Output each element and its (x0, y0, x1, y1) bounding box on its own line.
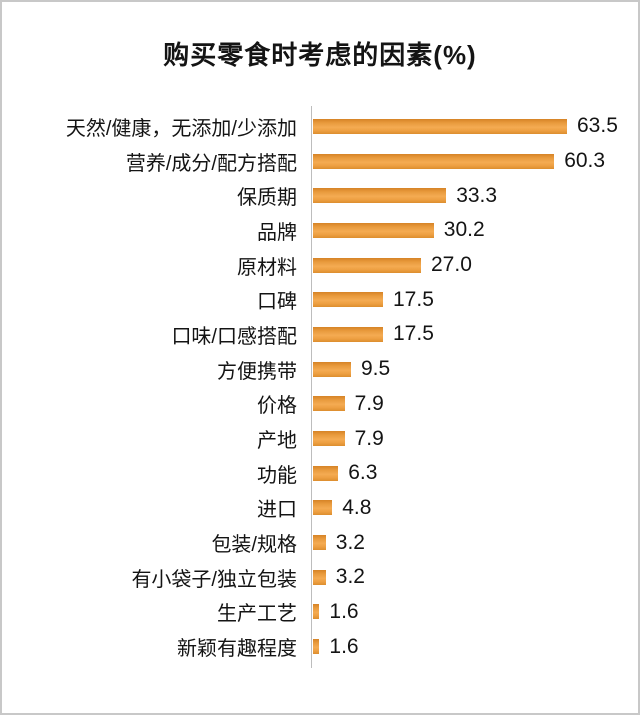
value-label: 4.8 (342, 495, 372, 519)
value-label: 7.9 (354, 391, 384, 415)
category-label: 营养/成分/配方搭配 (125, 152, 297, 175)
chart-row: 产地 7.9 (2, 421, 638, 456)
plot-area: 63.5 (312, 109, 638, 144)
value-label: 30.2 (443, 218, 485, 242)
bar (313, 222, 434, 238)
value-label: 6.3 (348, 461, 378, 485)
chart-row: 生产工艺 1.6 (2, 595, 638, 630)
bar (313, 292, 383, 308)
category-label: 保质期 (237, 187, 297, 210)
bar-chart: 天然/健康，无添加/少添加 63.5 营养/成分/配方搭配 60.3 保质期 3… (2, 106, 638, 668)
value-label: 63.5 (577, 114, 618, 138)
plot-area: 33.3 (312, 178, 638, 213)
chart-row: 营养/成分/配方搭配 60.3 (2, 144, 638, 179)
plot-area: 3.2 (312, 560, 638, 595)
chart-row: 新颖有趣程度 1.6 (2, 629, 638, 664)
chart-title: 购买零食时考虑的因素(%) (163, 40, 477, 70)
category-label: 口味/口感搭配 (171, 325, 297, 348)
category-label: 有小袋子/独立包装 (131, 568, 297, 591)
value-label: 27.0 (431, 253, 472, 277)
value-label: 17.5 (393, 287, 434, 311)
value-label: 7.9 (354, 426, 384, 450)
plot-area: 60.3 (312, 144, 638, 179)
bar (313, 118, 567, 134)
chart-row: 有小袋子/独立包装 3.2 (2, 560, 638, 595)
chart-row: 功能 6.3 (2, 456, 638, 491)
bar (313, 396, 345, 412)
plot-area: 9.5 (312, 352, 638, 387)
bar (313, 639, 320, 655)
plot-area: 17.5 (312, 317, 638, 352)
category-label: 进口 (257, 499, 297, 522)
value-label: 1.6 (329, 599, 359, 623)
bar (313, 465, 339, 481)
plot-area: 1.6 (312, 595, 638, 630)
plot-area: 3.2 (312, 525, 638, 560)
category-label: 包装/规格 (211, 534, 297, 557)
plot-area: 1.6 (312, 629, 638, 664)
plot-area: 27.0 (312, 248, 638, 283)
bar (313, 500, 333, 516)
chart-row: 口碑 17.5 (2, 282, 638, 317)
category-label: 方便携带 (217, 360, 297, 383)
value-label: 17.5 (393, 322, 434, 346)
category-label: 产地 (257, 430, 297, 453)
category-label: 新颖有趣程度 (177, 638, 297, 661)
plot-area: 6.3 (312, 456, 638, 491)
category-label: 天然/健康，无添加/少添加 (65, 117, 297, 140)
chart-row: 原材料 27.0 (2, 248, 638, 283)
value-label: 9.5 (361, 357, 391, 381)
plot-area: 7.9 (312, 387, 638, 422)
chart-row: 价格 7.9 (2, 387, 638, 422)
bar (313, 188, 447, 204)
chart-row: 天然/健康，无添加/少添加 63.5 (2, 109, 638, 144)
plot-area: 4.8 (312, 491, 638, 526)
category-label: 生产工艺 (217, 603, 297, 626)
chart-row: 包装/规格 3.2 (2, 525, 638, 560)
bar (313, 326, 383, 342)
category-label: 品牌 (257, 221, 297, 244)
bar (313, 431, 345, 447)
category-label: 口碑 (257, 291, 297, 314)
chart-row: 进口 4.8 (2, 491, 638, 526)
bar (313, 569, 326, 585)
value-label: 3.2 (335, 530, 365, 554)
bar (313, 361, 351, 377)
chart-row: 方便携带 9.5 (2, 352, 638, 387)
chart-row: 口味/口感搭配 17.5 (2, 317, 638, 352)
chart-row: 品牌 30.2 (2, 213, 638, 248)
value-label: 60.3 (564, 149, 606, 173)
bar-rows: 天然/健康，无添加/少添加 63.5 营养/成分/配方搭配 60.3 保质期 3… (2, 106, 638, 668)
value-label: 3.2 (335, 565, 365, 589)
chart-row: 保质期 33.3 (2, 178, 638, 213)
bar (313, 257, 421, 273)
bar (313, 604, 320, 620)
category-label: 原材料 (237, 256, 297, 279)
plot-area: 7.9 (312, 421, 638, 456)
plot-area: 17.5 (312, 282, 638, 317)
value-label: 33.3 (456, 183, 498, 207)
plot-area: 30.2 (312, 213, 638, 248)
bar (313, 153, 555, 169)
category-label: 功能 (257, 464, 297, 487)
bar (313, 535, 326, 551)
y-axis-line (311, 106, 312, 668)
value-label: 1.6 (329, 634, 359, 658)
category-label: 价格 (257, 395, 297, 418)
